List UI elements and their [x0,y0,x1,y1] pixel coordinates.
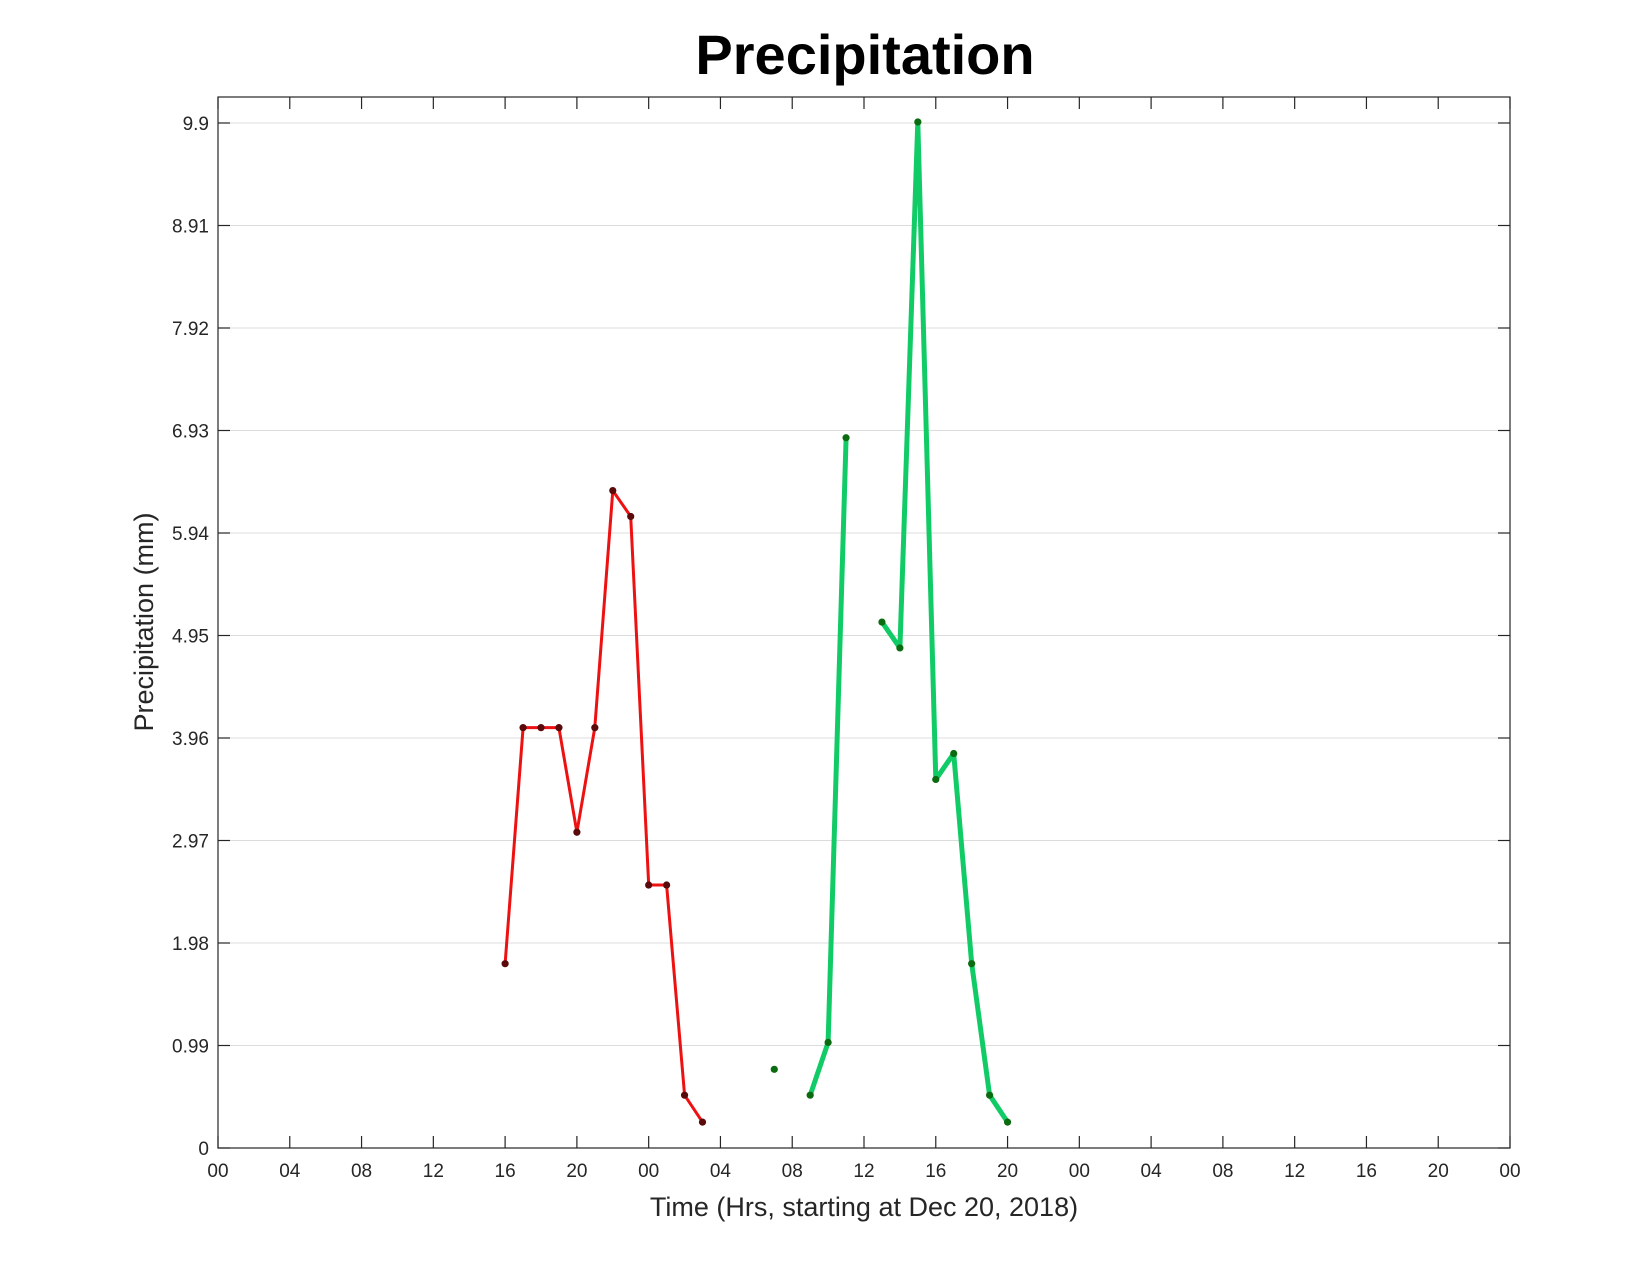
series-1 [501,486,707,1126]
y-tick-label: 6.93 [172,422,209,443]
data-point [986,1091,994,1099]
x-tick-label: 12 [853,1161,874,1182]
x-tick-label: 00 [638,1161,659,1182]
data-point [573,828,581,836]
x-tick-label: 20 [1428,1161,1449,1182]
y-tick-label: 4.95 [172,627,209,648]
x-tick-label: 16 [925,1161,946,1182]
data-point [914,118,922,126]
x-tick-label: 08 [351,1161,372,1182]
plot-frame [217,96,1511,1149]
data-point [896,644,904,652]
series-line [879,119,1010,1124]
data-point [842,434,850,442]
x-tick-label: 08 [782,1161,803,1182]
data-point [950,749,958,758]
data-point [537,724,545,732]
x-tick-label: 16 [1356,1161,1377,1182]
grid-lines [218,122,1510,1046]
y-tick-label: 7.92 [172,319,209,340]
data-point [770,1065,778,1073]
data-point [645,881,653,889]
x-tick-label: 12 [423,1161,444,1182]
data-point [878,618,886,626]
x-tick-label: 20 [566,1161,587,1182]
y-tick-label: 3.96 [172,729,209,750]
x-tick-label: 04 [279,1161,301,1182]
data-point [663,881,671,889]
data-point [824,1038,832,1046]
x-tick-label: 00 [207,1161,228,1182]
x-tick-label: 08 [1212,1161,1233,1182]
y-tick-label: 9.9 [183,114,209,135]
data-point [968,960,976,968]
data-point [519,724,527,732]
y-tick-label: 5.94 [172,524,209,545]
chart-title: Precipitation [695,23,1034,86]
y-tick-label: 2.97 [172,832,209,853]
data-point [698,1118,707,1126]
x-tick-label: 16 [495,1161,516,1182]
y-axis-label: Precipitation (mm) [129,512,159,731]
data-point [806,1091,814,1099]
series-line [807,437,849,1097]
x-tick-label: 04 [710,1161,732,1182]
data-point [609,486,617,495]
data-point [680,1091,689,1099]
y-tick-label: 8.91 [172,217,209,238]
series-line [503,489,704,1123]
x-axis-label: Time (Hrs, starting at Dec 20, 2018) [650,1192,1078,1222]
x-tick-label: 00 [1069,1161,1090,1182]
x-tick-label: 12 [1284,1161,1305,1182]
data-point [627,512,635,521]
data-point [932,775,940,784]
y-tick-label: 1.98 [172,934,209,955]
x-tick-label: 04 [1141,1161,1163,1182]
axis-ticks: 0 0.99 1.98 2.97 3.96 4.95 5.94 6.93 7.92 8.91 9.9… [172,97,1521,1182]
x-tick-label: 00 [1499,1161,1520,1182]
y-tick-label: 0.99 [172,1037,209,1058]
y-tick-label: 0 [198,1139,209,1160]
data-point [555,724,563,732]
x-tick-label: 20 [997,1161,1018,1182]
series-2 [770,118,1012,1126]
data-point [591,724,599,732]
data-point [1003,1118,1012,1126]
series-layer [501,118,1012,1126]
data-point [501,960,509,968]
